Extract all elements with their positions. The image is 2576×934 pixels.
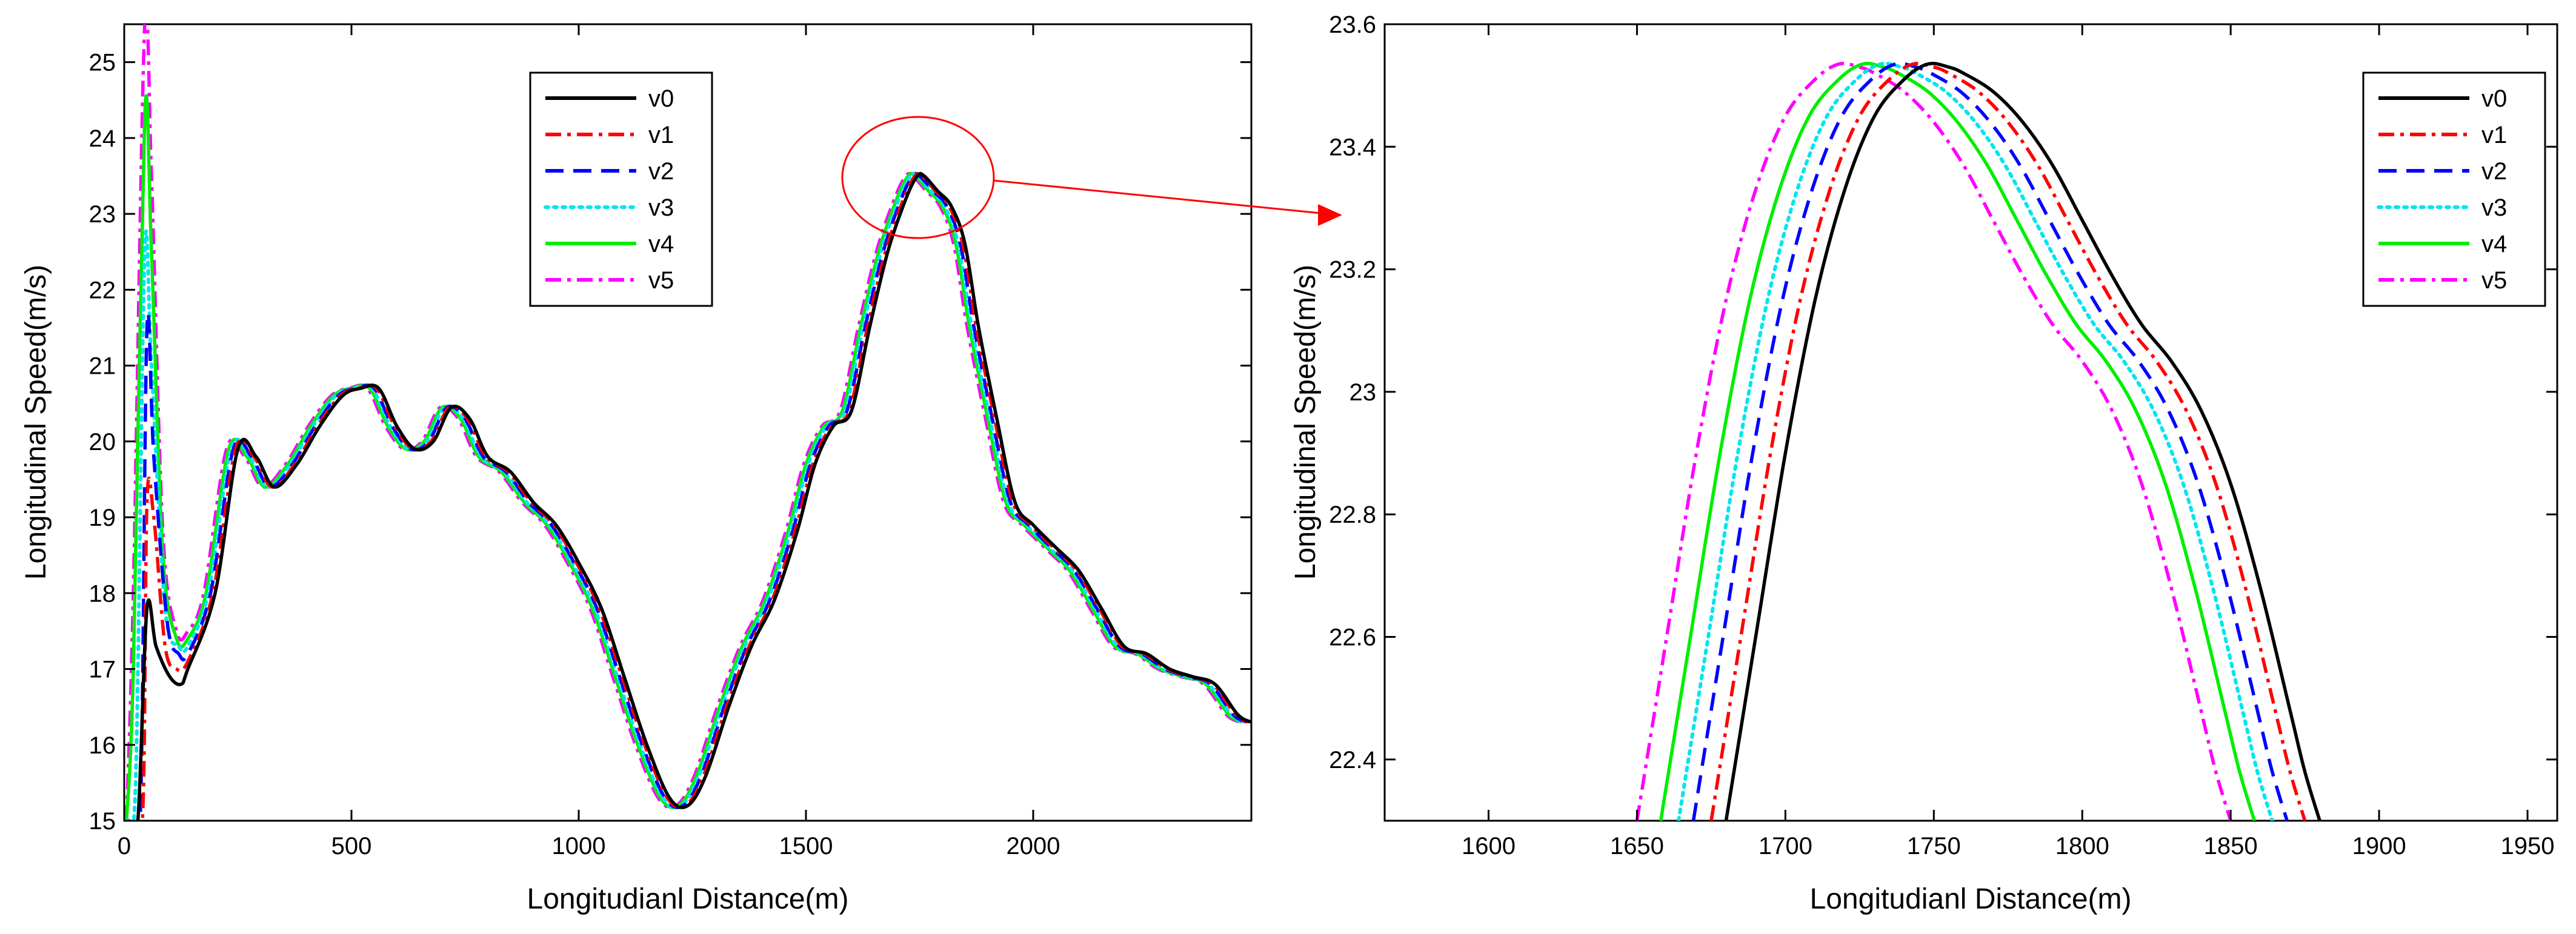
left-ticks: 0 500 1000 1500 2000 15 16 17 18 19 20 21 22 23 24 25	[89, 24, 1251, 859]
zoom-region-ellipse	[841, 116, 995, 239]
right-series-lines	[1635, 61, 2321, 821]
zoom-arrow-line	[993, 179, 1322, 214]
y-tick-label: 24	[89, 125, 116, 152]
y-tick-label: 22	[89, 277, 116, 303]
x-tick-label: 2000	[1007, 833, 1060, 859]
y-tick-label: 20	[89, 429, 116, 455]
zoom-arrowhead-icon	[1318, 204, 1342, 226]
right-ticks: 1600 1650 1700 1750 1800 1850 1900 1950 22.4 22.6…	[1329, 12, 2557, 859]
left-legend: v0 v1 v2 v3 v4 v5	[529, 71, 713, 307]
y-tick-label: 22.6	[1329, 624, 1376, 651]
legend-label-v5: v5	[648, 267, 674, 294]
legend-label-v5: v5	[2481, 267, 2507, 294]
x-tick-label: 1700	[1759, 833, 1812, 859]
series-line-v5	[1635, 62, 2232, 821]
series-line-v3	[1677, 61, 2274, 821]
series-line-v0	[1724, 62, 2321, 821]
y-tick-label: 23.4	[1329, 134, 1376, 161]
x-tick-label: 1600	[1462, 833, 1516, 859]
right-legend: v0 v1 v2 v3 v4 v5	[2362, 71, 2546, 307]
y-tick-label: 15	[89, 808, 116, 835]
y-tick-label: 23	[1350, 379, 1377, 406]
y-tick-label: 17	[89, 657, 116, 683]
y-tick-label: 23.6	[1329, 12, 1376, 38]
series-line-v1	[1709, 62, 2307, 821]
y-tick-label: 22.4	[1329, 747, 1376, 773]
y-tick-label: 19	[89, 505, 116, 531]
series-line-v0	[127, 171, 1251, 821]
y-tick-label: 23.2	[1329, 257, 1376, 283]
x-tick-label: 1850	[2204, 833, 2258, 859]
y-tick-label: 23	[89, 201, 116, 228]
legend-label-v3: v3	[648, 194, 674, 221]
legend-label-v2: v2	[648, 158, 674, 185]
left-x-axis-label: Longitudianl Distance(m)	[527, 883, 849, 915]
series-line-v4	[1659, 62, 2256, 821]
x-tick-label: 1000	[552, 833, 606, 859]
x-tick-label: 1650	[1610, 833, 1664, 859]
series-line-v5	[125, 24, 1241, 821]
legend-label-v4: v4	[648, 231, 674, 257]
legend-label-v1: v1	[648, 122, 674, 148]
x-tick-label: 1800	[2055, 833, 2109, 859]
x-tick-label: 500	[331, 833, 372, 859]
left-series-lines	[124, 24, 1251, 821]
x-tick-label: 0	[118, 833, 131, 859]
x-tick-label: 1500	[779, 833, 833, 859]
series-line-v3	[124, 171, 1246, 821]
x-tick-label: 1900	[2352, 833, 2406, 859]
series-line-v4	[125, 94, 1243, 821]
legend-box	[529, 71, 713, 307]
series-line-v2	[1691, 62, 2289, 821]
left-chart: 0 500 1000 1500 2000 15 16 17 18 19 20 21 22 23 24 25 L…	[20, 23, 1253, 915]
legend-label-v2: v2	[2481, 158, 2507, 185]
y-tick-label: 21	[89, 353, 116, 380]
y-tick-label: 16	[89, 732, 116, 759]
right-chart: 1600 1650 1700 1750 1800 1850 1900 1950 22.4 22.6…	[1290, 12, 2558, 915]
y-tick-label: 18	[89, 580, 116, 607]
legend-label-v3: v3	[2481, 194, 2507, 221]
legend-box	[2362, 71, 2546, 307]
x-tick-label: 1750	[1907, 833, 1961, 859]
y-tick-label: 22.8	[1329, 502, 1376, 528]
legend-label-v1: v1	[2481, 122, 2507, 148]
right-x-axis-label: Longitudianl Distance(m)	[1810, 883, 2132, 915]
right-y-axis-label: Longitudinal Speed(m/s)	[1290, 265, 1322, 580]
x-tick-label: 1950	[2501, 833, 2555, 859]
series-line-v1	[127, 171, 1250, 821]
legend-label-v4: v4	[2481, 231, 2507, 257]
right-plot-frame	[1383, 23, 2558, 822]
zoom-annotation	[841, 116, 1342, 239]
legend-label-v0: v0	[648, 85, 674, 112]
left-y-axis-label: Longitudinal Speed(m/s)	[20, 265, 52, 580]
y-tick-label: 25	[89, 50, 116, 76]
legend-label-v0: v0	[2481, 85, 2507, 112]
